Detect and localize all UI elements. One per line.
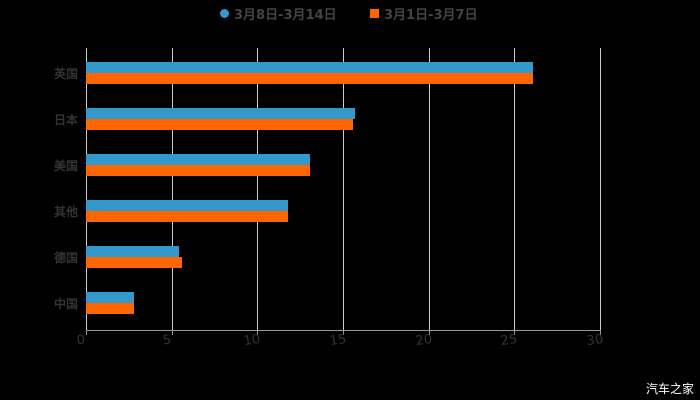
watermark: 汽车之家 [645,382,694,396]
gridline [86,48,87,330]
gridline [343,48,344,330]
x-tick [86,330,87,335]
legend-label: 3月8日-3月14日 [234,8,337,23]
bar[interactable] [86,73,533,84]
x-tick [429,330,430,335]
x-tick [257,330,258,335]
bar[interactable] [86,165,310,176]
gridline [172,48,173,330]
category-label: 英国 [53,67,78,81]
x-axis-line [86,330,600,331]
category-label: 其他 [53,205,78,219]
bar[interactable] [86,246,179,257]
bar[interactable] [86,62,533,73]
category-label: 德国 [53,251,78,265]
bar[interactable] [86,257,182,268]
bar[interactable] [86,154,310,165]
category-label: 美国 [53,159,78,173]
bar[interactable] [86,119,353,130]
legend-square-icon [370,9,379,18]
gridline [429,48,430,330]
x-tick-label: 5 [161,332,173,349]
bar[interactable] [86,303,134,314]
x-tick [600,330,601,335]
x-tick-label: 25 [499,331,519,350]
bar[interactable] [86,211,288,222]
x-tick [172,330,173,335]
x-tick [343,330,344,335]
legend-item-week1[interactable]: 3月1日-3月7日 [370,4,478,23]
x-tick [514,330,515,335]
legend: 3月8日-3月14日 3月1日-3月7日 [0,4,700,24]
x-tick-label: 15 [328,331,348,350]
bar[interactable] [86,108,355,119]
category-label: 日本 [53,113,78,127]
legend-label: 3月1日-3月7日 [384,8,478,23]
category-label: 中国 [53,297,78,311]
x-tick-label: 20 [414,331,434,350]
x-tick-label: 30 [585,331,605,350]
legend-circle-icon [220,9,229,18]
legend-item-week2[interactable]: 3月8日-3月14日 [220,4,337,23]
gridline [514,48,515,330]
bar[interactable] [86,200,288,211]
x-tick-label: 0 [75,332,87,349]
x-tick-label: 10 [242,331,262,350]
gridline [257,48,258,330]
plot-area [86,48,601,335]
bar[interactable] [86,292,134,303]
gridline [600,48,601,330]
